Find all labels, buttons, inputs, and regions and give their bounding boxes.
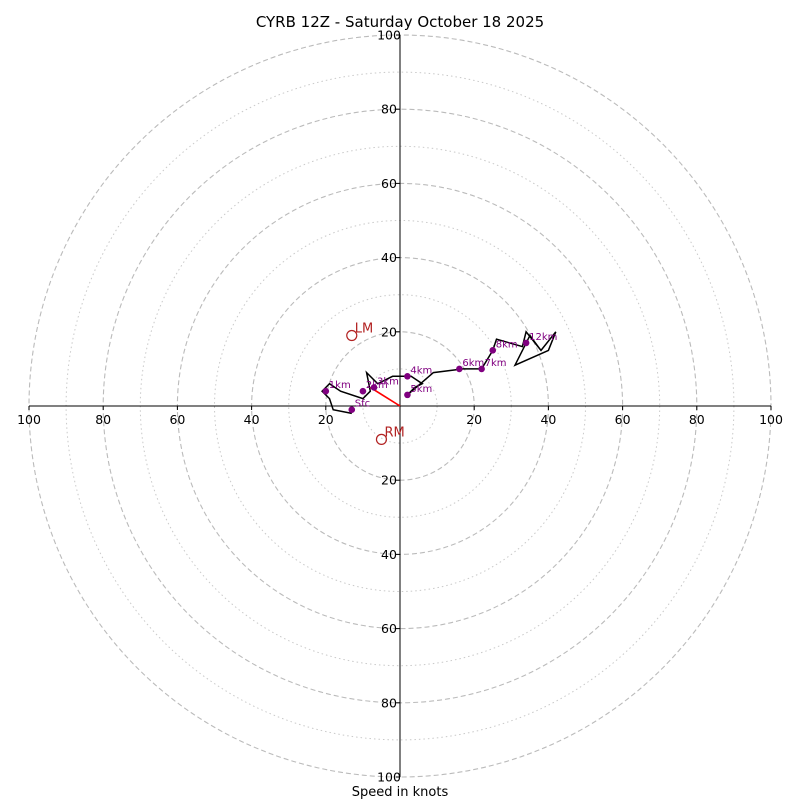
height-label: 8km (496, 339, 518, 350)
height-marker (322, 387, 330, 395)
y-tick-label: 20 (381, 473, 397, 488)
height-marker (522, 339, 530, 347)
height-marker (370, 384, 378, 391)
height-marker (359, 387, 367, 395)
height-marker (404, 391, 411, 399)
height-marker (478, 365, 485, 373)
height-label: 5km (410, 384, 432, 395)
storm-motion-marker (375, 433, 388, 445)
y-tick-label: 80 (381, 695, 397, 710)
height-marker (489, 347, 497, 354)
y-tick-label: 60 (381, 621, 397, 636)
storm-motion-label: RM (384, 425, 404, 440)
y-tick-label: 20 (381, 324, 397, 339)
height-label: 7km (485, 358, 507, 369)
height-marker (404, 373, 411, 380)
storm-motion: LM RM (346, 322, 405, 445)
y-tick-label: 60 (381, 176, 397, 191)
hodograph-line (321, 330, 557, 415)
y-tick-label: 100 (377, 770, 401, 785)
tick-labels: 100 80 60 40 20 20 40 60 80 100 100 80 60 40 20 20 40 60 8… (17, 28, 783, 785)
y-tick-label: 40 (381, 547, 397, 562)
storm-motion-label: LM (355, 322, 373, 337)
x-tick-label: 100 (759, 412, 783, 427)
y-tick-label: 100 (377, 28, 401, 43)
height-marker (456, 365, 463, 373)
mean-wind-vector (369, 386, 401, 407)
height-label: 6km (462, 358, 484, 369)
x-tick-label: 40 (244, 412, 260, 427)
x-tick-label: 20 (318, 412, 334, 427)
chart-title: CYRB 12Z - Saturday October 18 2025 (256, 13, 544, 31)
wind-trace (321, 330, 557, 415)
height-label: 4km (410, 365, 432, 376)
y-tick-label: 40 (381, 250, 397, 265)
x-tick-label: 80 (95, 412, 111, 427)
height-label: 12km (529, 332, 557, 343)
height-marker (348, 406, 356, 414)
mean-wind (369, 386, 401, 407)
height-label: Sfc (355, 399, 370, 410)
height-label: 1km (329, 380, 351, 391)
x-tick-label: 60 (169, 412, 185, 427)
x-tick-label: 100 (17, 412, 41, 427)
height-label: 2km (366, 380, 388, 391)
y-tick-label: 80 (381, 102, 397, 117)
x-axis-label: Speed in knots (352, 785, 449, 800)
storm-motion-marker (346, 329, 358, 342)
height-label: 3km (377, 376, 399, 387)
x-tick-label: 80 (689, 412, 705, 427)
x-tick-label: 20 (466, 412, 482, 427)
x-tick-label: 60 (615, 412, 631, 427)
x-tick-label: 40 (540, 412, 556, 427)
